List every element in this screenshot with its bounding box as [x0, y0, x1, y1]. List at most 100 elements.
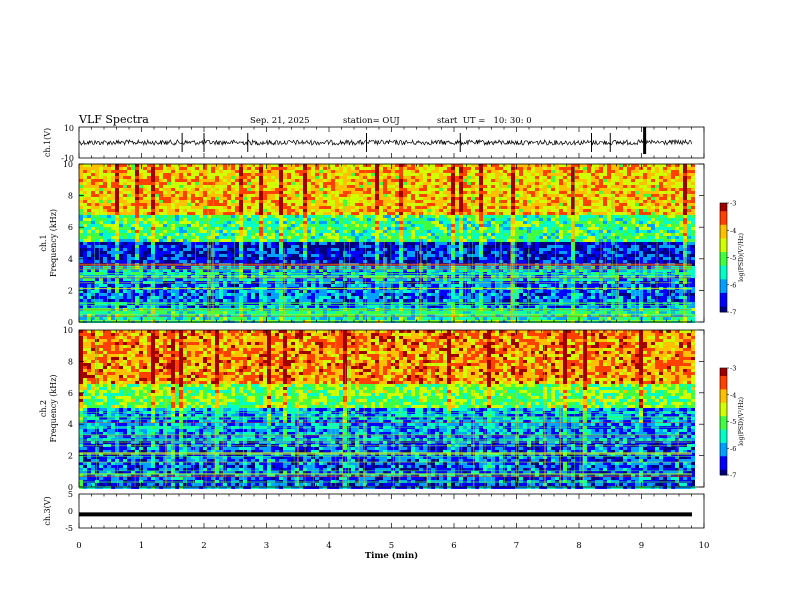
ch1-spectrogram-cell [395, 182, 399, 185]
ch1-spectrogram-cell [347, 278, 351, 281]
ch1-spectrogram-cell [319, 170, 323, 173]
ch1-spectrogram-cell [99, 284, 103, 287]
ch1-spectrogram-cell [135, 305, 139, 308]
ch1-spectrogram-cell [383, 311, 387, 314]
ch1-spectrogram-cell [131, 221, 135, 224]
ch1-spectrogram-cell [335, 233, 339, 236]
ch1-spectrogram-cell [267, 221, 271, 224]
ch1-spectrogram-cell [403, 320, 407, 323]
ch1-spectrogram-cell [243, 197, 247, 200]
ch1-spectrogram-cell [311, 296, 315, 299]
ch1-spectrogram-cell [147, 200, 151, 203]
ch1-spectrogram-cell [427, 278, 431, 281]
ch1-spectrogram-cell [255, 173, 259, 176]
ch1-spectrogram-cell [311, 209, 315, 212]
ch1-spectrogram-cell [155, 314, 159, 317]
ch1-spectrogram-cell [443, 212, 447, 215]
ch1-spectrogram-cell [367, 233, 371, 236]
ch1-spectrogram-cell [187, 239, 191, 242]
ch1-spectrogram-cell [263, 320, 267, 323]
ch1-spectrogram-cell [199, 164, 203, 167]
ch1-spectrogram-cell [287, 296, 291, 299]
ch1-spectrogram-cell [159, 200, 163, 203]
ch1-spectrogram-cell [291, 317, 295, 320]
ch1-spectrogram-cell [99, 278, 103, 281]
ch1-spectrogram-cell [439, 191, 443, 194]
ch1-spectrogram-cell [399, 233, 403, 236]
ch1-spectrogram-cell [231, 203, 235, 206]
ch1-spectrogram-cell [251, 218, 255, 221]
ch1-spectrogram-cell [335, 269, 339, 272]
ch1-spectrogram-cell [375, 314, 379, 317]
ch1-spectrogram-cell [327, 173, 331, 176]
ch1-spectrogram-cell [99, 290, 103, 293]
ch1-spectrogram-cell [355, 278, 359, 281]
ch1-spectrogram-cell [107, 317, 111, 320]
ch1-spectrogram-cell [299, 251, 303, 254]
ch1-spectrogram-cell [123, 230, 127, 233]
ch1-spectrogram-cell [283, 224, 287, 227]
ch1-spectrogram-cell [87, 254, 91, 257]
ch1-spectrogram-cell [175, 293, 179, 296]
ch1-spectrogram-cell [183, 194, 187, 197]
ch1-spectrogram-cell [199, 224, 203, 227]
ch1-spectrogram-cell [351, 311, 355, 314]
ch1-spectrogram-cell [263, 233, 267, 236]
ch1-spectrogram-cell [95, 191, 99, 194]
ch1-spectrogram-cell [215, 200, 219, 203]
ch1-spectrogram-cell [443, 221, 447, 224]
ch1-spectrogram-cell [199, 305, 203, 308]
ch1-spectrogram-cell [155, 317, 159, 320]
ch1-spectrogram-cell [327, 245, 331, 248]
ch1-spectrogram-cell [163, 260, 167, 263]
ch1-spectrogram-cell [87, 293, 91, 296]
ch1-spectrogram-cell [287, 320, 291, 323]
ch1-spectrogram-cell [403, 173, 407, 176]
ch1-spectrogram-cell [387, 176, 391, 179]
ch1-spectrogram-cell [175, 170, 179, 173]
ch1-spectrogram-cell [371, 167, 375, 170]
ch1-spectrogram-cell [179, 296, 183, 299]
ch1-spectrogram-cell [155, 254, 159, 257]
ch1-spectrogram-cell [267, 224, 271, 227]
ch1-spectrogram-cell [83, 188, 87, 191]
ch1-spectrogram-cell [111, 290, 115, 293]
ch1-spectrogram-cell [119, 215, 123, 218]
ch1-spectrogram-cell [111, 299, 115, 302]
ch1-spectrogram-cell [339, 212, 343, 215]
ch1-spectrogram-cell [219, 167, 223, 170]
ch1-spectrogram-cell [443, 167, 447, 170]
ch1-spectrogram-cell [255, 167, 259, 170]
ch1-spectrogram-cell [387, 239, 391, 242]
ch1-spectrogram-cell [91, 299, 95, 302]
ch1-spectrogram-cell [343, 218, 347, 221]
ch1-spectrogram-cell [211, 230, 215, 233]
ch1-spectrogram-cell [131, 170, 135, 173]
ch1-spectrogram-cell [259, 212, 263, 215]
ch1-spectrogram-cell [139, 305, 143, 308]
ch1-spectrogram-cell [179, 194, 183, 197]
ch1-spectrogram-cell [159, 197, 163, 200]
ch1-spectrogram-cell [131, 299, 135, 302]
ch1-spectrogram-cell [387, 182, 391, 185]
ch1-spectrogram-cell [343, 221, 347, 224]
ch1-spectrogram-cell [399, 245, 403, 248]
ch1-spectrogram-cell [407, 260, 411, 263]
ch1-spectrogram-cell [83, 206, 87, 209]
ch1-spectrogram-cell [299, 227, 303, 230]
ch1-spectrogram-cell [167, 269, 171, 272]
ch1-spectrogram-cell [399, 182, 403, 185]
ch1-spectrogram-cell [375, 248, 379, 251]
ch1-spectrogram-cell [183, 251, 187, 254]
ch1-spectrogram-cell [119, 284, 123, 287]
ch1-spectrogram-cell [335, 278, 339, 281]
ch1-spectrogram-cell [203, 209, 207, 212]
ch1-spectrogram-cell [399, 278, 403, 281]
ch1-spectrogram-cell [83, 218, 87, 221]
ch1-spectrogram-cell [319, 314, 323, 317]
ch1-spectrogram-cell [223, 290, 227, 293]
ch1-spectrogram-cell [427, 194, 431, 197]
ch1-spectrogram-cell [247, 209, 251, 212]
ch1-spectrogram-cell [263, 260, 267, 263]
ch1-spectrogram-cell [79, 305, 83, 308]
